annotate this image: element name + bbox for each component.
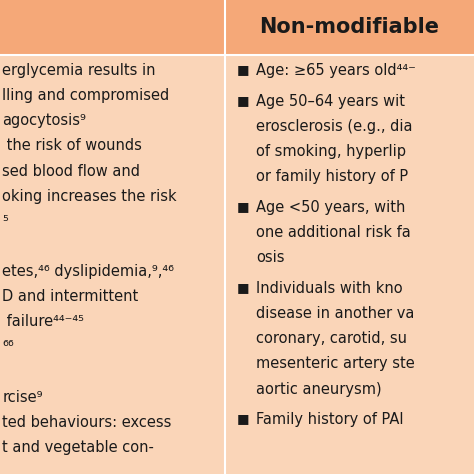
Text: Non-modifiable: Non-modifiable — [260, 17, 439, 37]
Text: agocytosis⁹: agocytosis⁹ — [2, 113, 86, 128]
Text: ted behaviours: excess: ted behaviours: excess — [2, 415, 172, 430]
Text: ■: ■ — [237, 412, 249, 425]
Text: failure⁴⁴⁻⁴⁵: failure⁴⁴⁻⁴⁵ — [2, 314, 84, 329]
Text: osis: osis — [256, 250, 284, 265]
Text: ■: ■ — [237, 281, 249, 294]
Text: coronary, carotid, su: coronary, carotid, su — [256, 331, 407, 346]
Text: etes,⁴⁶ dyslipidemia,⁹,⁴⁶: etes,⁴⁶ dyslipidemia,⁹,⁴⁶ — [2, 264, 174, 279]
Text: D and intermittent: D and intermittent — [2, 289, 138, 304]
Text: of smoking, hyperlip: of smoking, hyperlip — [256, 144, 406, 159]
Text: one additional risk fa: one additional risk fa — [256, 225, 410, 240]
Text: ⁶⁶: ⁶⁶ — [2, 339, 14, 355]
Text: Individuals with kno: Individuals with kno — [256, 281, 402, 296]
Text: lling and compromised: lling and compromised — [2, 88, 170, 103]
Bar — [0, 0, 474, 55]
Text: disease in another va: disease in another va — [256, 306, 414, 321]
Text: Age: ≥65 years old⁴⁴⁻: Age: ≥65 years old⁴⁴⁻ — [256, 63, 416, 78]
Text: Family history of PAI: Family history of PAI — [256, 412, 403, 428]
Text: ⁵: ⁵ — [2, 214, 8, 229]
Text: oking increases the risk: oking increases the risk — [2, 189, 177, 204]
Text: Age <50 years, with: Age <50 years, with — [256, 200, 405, 215]
Text: ■: ■ — [237, 94, 249, 107]
Text: the risk of wounds: the risk of wounds — [2, 138, 142, 154]
Text: erglycemia results in: erglycemia results in — [2, 63, 156, 78]
Text: t and vegetable con-: t and vegetable con- — [2, 440, 154, 455]
Text: ■: ■ — [237, 200, 249, 213]
Text: or family history of P: or family history of P — [256, 169, 408, 184]
Text: ■: ■ — [237, 63, 249, 76]
Text: Age 50–64 years wit: Age 50–64 years wit — [256, 94, 405, 109]
Text: aortic aneurysm): aortic aneurysm) — [256, 382, 382, 397]
Text: mesenteric artery ste: mesenteric artery ste — [256, 356, 415, 372]
Text: sed blood flow and: sed blood flow and — [2, 164, 140, 179]
Text: rcise⁹: rcise⁹ — [2, 390, 43, 405]
Text: erosclerosis (e.g., dia: erosclerosis (e.g., dia — [256, 119, 412, 134]
